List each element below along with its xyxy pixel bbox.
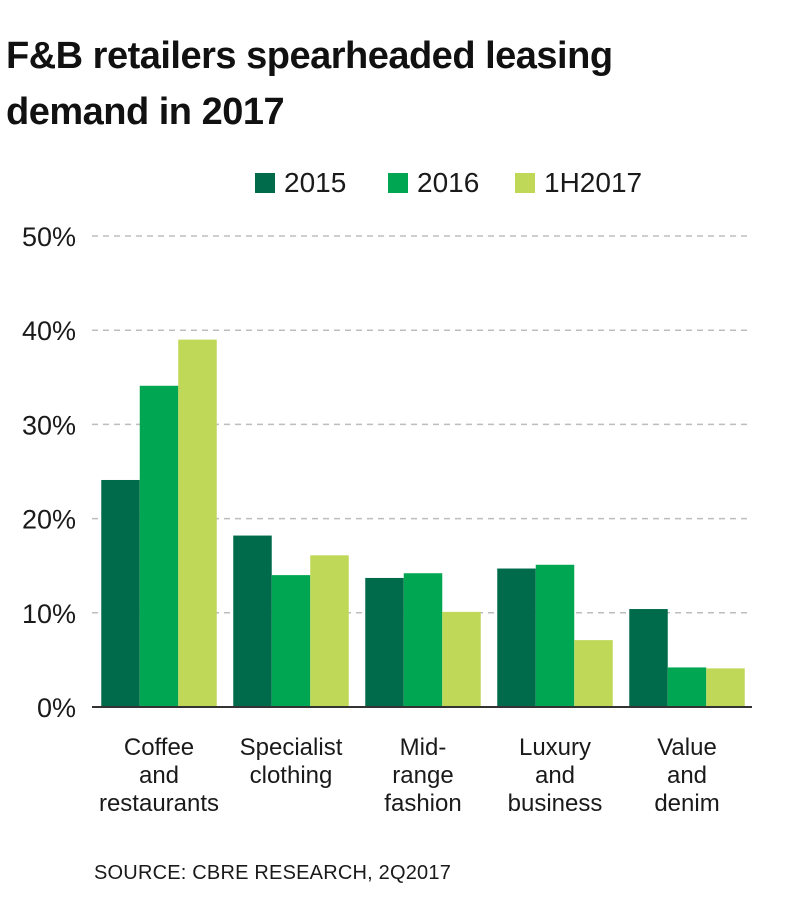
x-tick-label-line: Coffee [124,734,194,761]
legend-swatch-2016 [388,173,408,193]
chart-title-line-2: demand in 2017 [6,91,285,133]
bar-1h2017-0 [178,339,217,707]
bar-2016-3 [535,564,575,707]
x-tick-label-4: Value and denim [654,734,719,817]
bar-2015-0 [101,479,140,707]
bar-1h2017-3 [574,640,613,707]
x-tick-label-line: clothing [250,762,333,789]
x-tick-label-line: and [667,762,707,789]
x-tick-label-line: business [508,790,603,817]
bar-2015-2 [365,577,404,707]
source-note: SOURCE: CBRE RESEARCH, 2Q2017 [94,862,452,884]
x-tick-label-line: restaurants [99,790,219,817]
y-tick-label-1: 10% [22,599,76,629]
bar-2015-1 [233,535,272,707]
legend-item-1h2017: 1H2017 [515,166,642,200]
bar-2016-4 [667,667,707,707]
y-tick-label-5: 50% [22,222,76,252]
y-tick-label-2: 20% [22,505,76,535]
x-tick-label-3: Luxury and business [508,734,603,817]
bar-2016-1 [271,575,311,707]
chart-title-line-1: F&B retailers spearheaded leasing [6,35,613,77]
x-tick-label-line: Value [657,734,717,761]
legend-swatch-1h2017 [515,173,535,193]
legend-item-2016: 2016 [388,166,479,200]
bar-2015-4 [629,609,668,707]
chart-title: F&B retailers spearheaded leasing demand… [6,28,766,140]
y-tick-label-0: 0% [37,693,76,723]
x-tick-label-line: range [392,762,453,789]
y-tick-label-4: 40% [22,316,76,346]
bar-1h2017-4 [706,668,745,707]
bar-1h2017-2 [442,611,481,707]
x-tick-label-0: Coffee and restaurants [99,734,219,817]
x-tick-label-line: Luxury [519,734,591,761]
bar-1h2017-1 [310,555,349,707]
bar-2016-0 [139,385,179,707]
x-tick-label-2: Mid-range fashion [384,734,461,817]
x-tick-label-line: fashion [384,790,461,817]
legend-label-2015: 2015 [284,167,347,198]
x-tick-label-1: Specialist clothing [240,734,343,789]
bar-2016-2 [403,573,443,707]
x-tick-label-line: Mid- [400,734,447,761]
legend-item-2015: 2015 [255,166,346,200]
x-tick-label-line: denim [654,790,719,817]
chart-legend: 2015 2016 1H2017 [0,166,794,200]
x-tick-label-line: Specialist [240,734,343,761]
y-tick-label-3: 30% [22,410,76,440]
x-tick-label-line: and [139,762,179,789]
legend-swatch-2015 [255,173,275,193]
x-tick-label-line: and [535,762,575,789]
bar-2015-3 [497,568,536,707]
legend-label-1h2017: 1H2017 [544,167,643,198]
legend-label-2016: 2016 [417,167,480,198]
